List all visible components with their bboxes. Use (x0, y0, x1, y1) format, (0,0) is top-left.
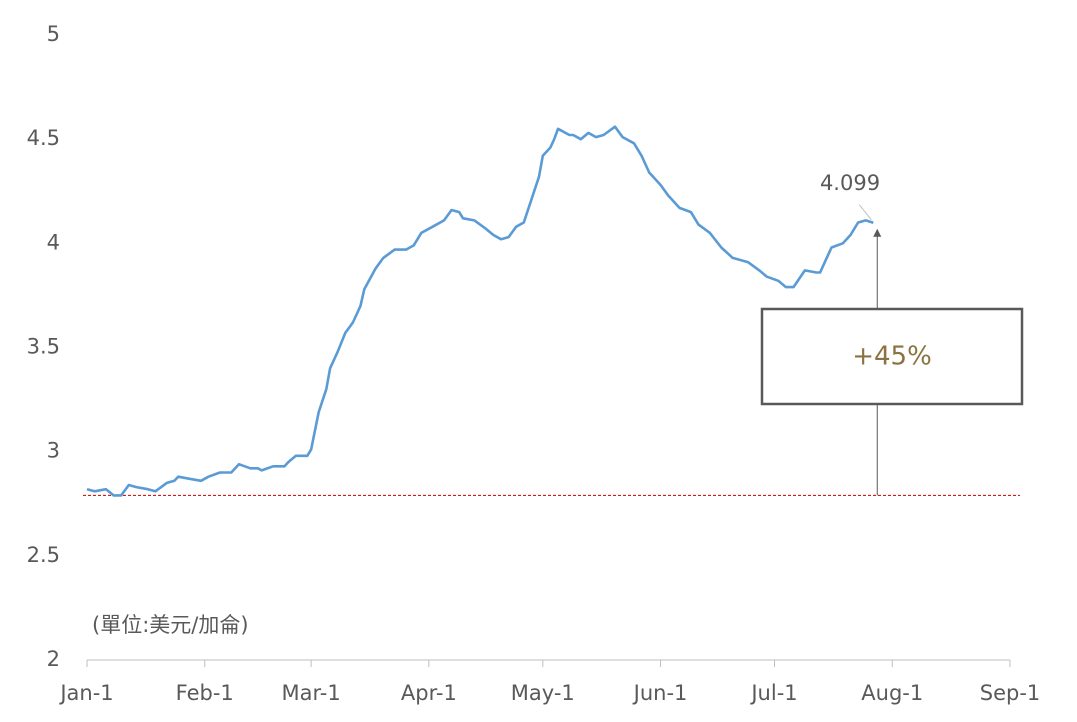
arrow-head (873, 228, 882, 237)
y-tick-label: 4.5 (27, 126, 60, 150)
y-tick-label: 2 (47, 647, 60, 671)
unit-note: (單位:美元/加侖) (92, 613, 249, 637)
x-tick-label: Feb-1 (176, 681, 234, 705)
y-tick-label: 4 (47, 230, 60, 254)
y-tick-label: 3 (47, 439, 60, 463)
y-tick-label: 3.5 (27, 335, 60, 359)
x-tick-label: Jun-1 (632, 681, 688, 705)
x-tick-label: May-1 (511, 681, 575, 705)
x-tick-label: Jan-1 (58, 681, 113, 705)
annotation-box (760, 307, 1024, 406)
y-tick-label: 2.5 (27, 543, 60, 567)
x-tick-label: Aug-1 (861, 681, 923, 705)
x-tick-label: Jul-1 (749, 681, 797, 705)
value-label: 4.099 (820, 171, 880, 195)
label-leader (858, 204, 872, 221)
y-tick-label: 5 (47, 22, 60, 46)
line-series (86, 125, 874, 497)
x-tick-label: Apr-1 (401, 681, 457, 705)
annotation: +45% (852, 342, 932, 372)
x-tick-label: Sep-1 (980, 681, 1041, 705)
x-tick-label: Mar-1 (281, 681, 340, 705)
